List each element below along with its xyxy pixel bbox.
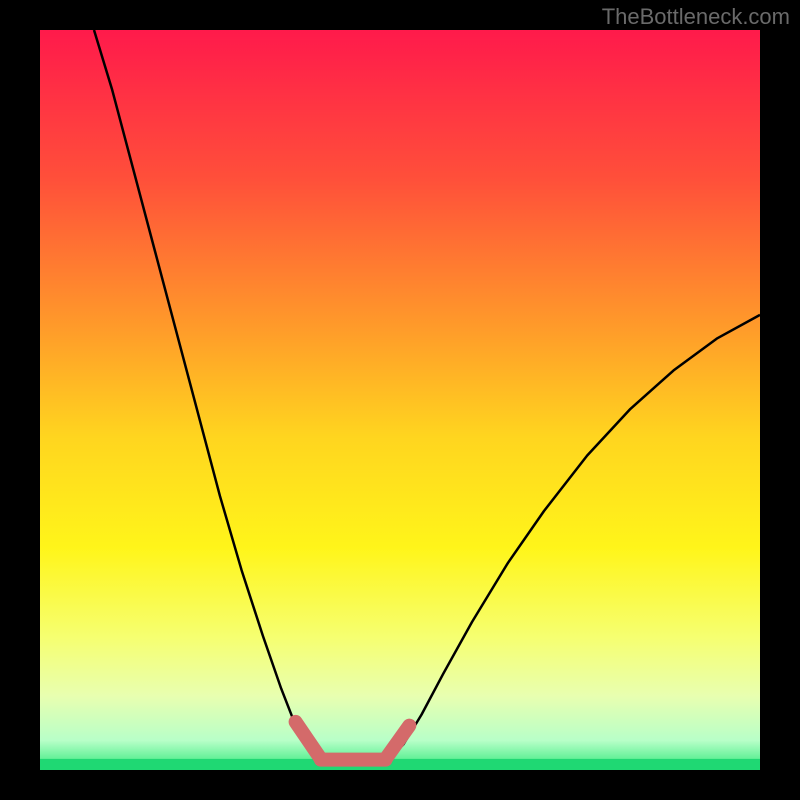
watermark-text: TheBottleneck.com xyxy=(602,4,790,30)
chart-plot-bg xyxy=(40,30,760,770)
chart-canvas xyxy=(0,0,800,800)
chart-bottom-strip xyxy=(40,759,760,770)
